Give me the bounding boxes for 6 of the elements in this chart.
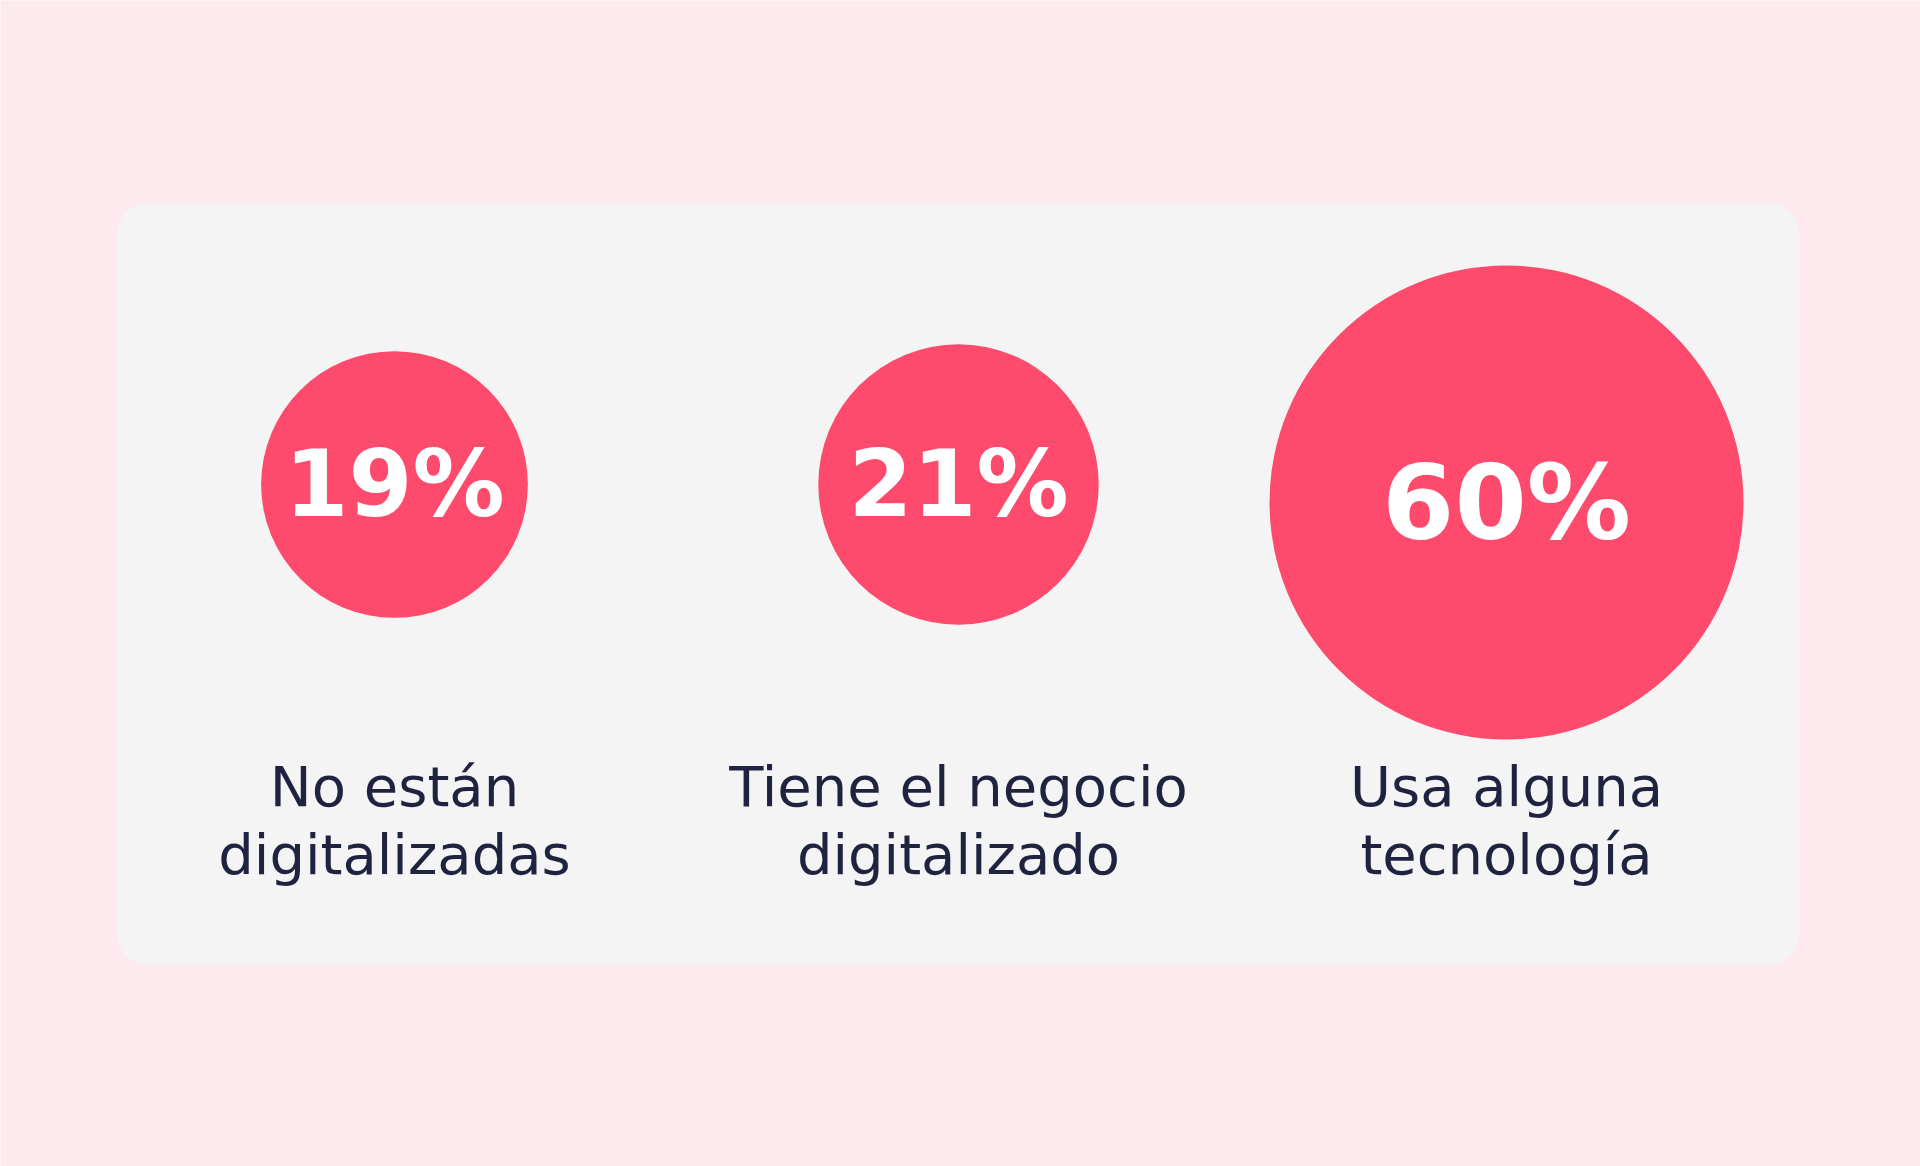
data-label: 21% bbox=[848, 431, 1069, 538]
category-label: No están digitalizadas bbox=[218, 753, 571, 888]
category-label: Usa alguna tecnología bbox=[1350, 753, 1664, 888]
category-label: Tiene el negocio digitalizado bbox=[728, 753, 1188, 888]
data-label: 19% bbox=[284, 431, 505, 538]
data-label: 60% bbox=[1382, 441, 1631, 564]
